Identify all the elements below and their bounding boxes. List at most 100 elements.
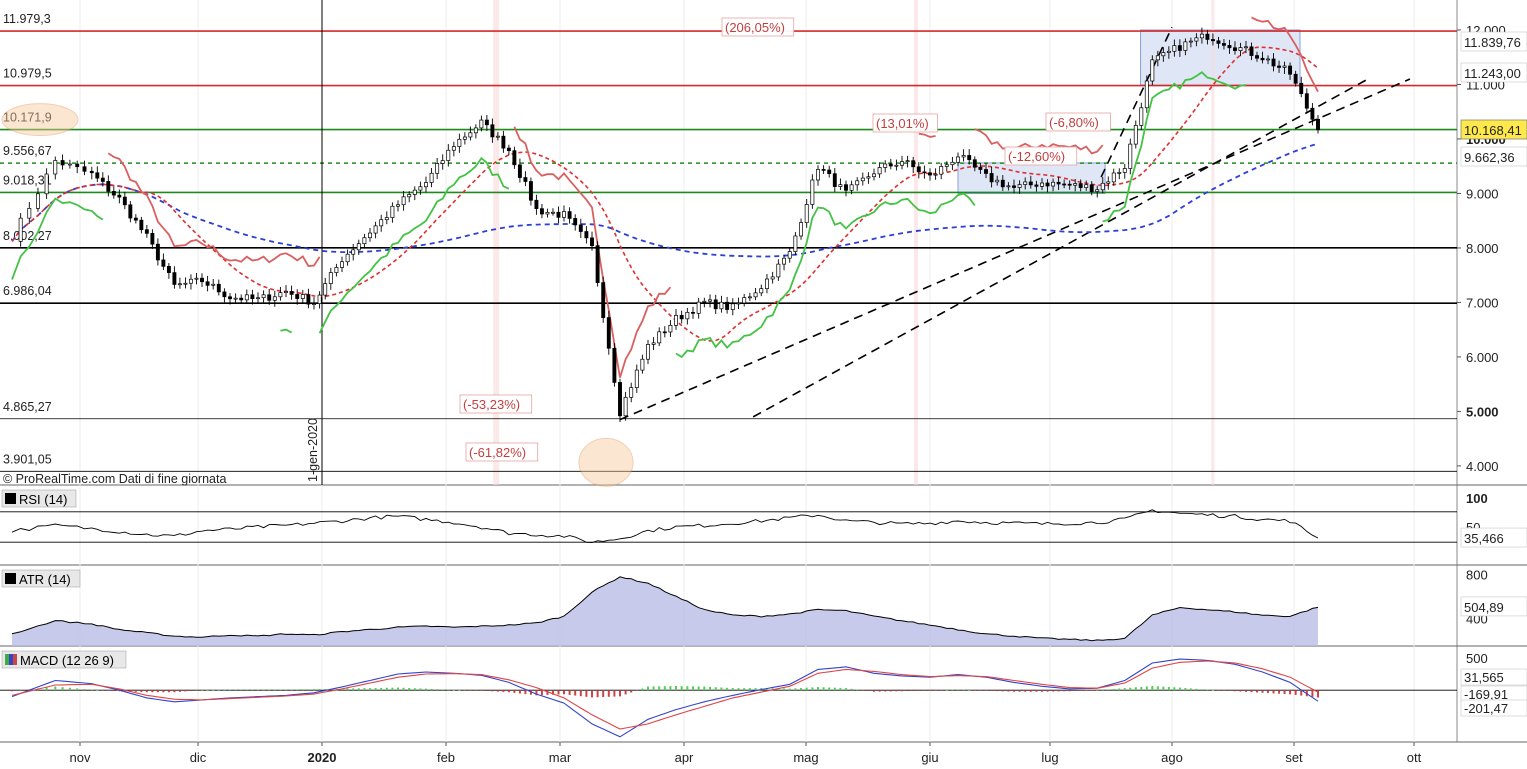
candle-body [446, 149, 451, 161]
rsi-tick-label: 100 [1466, 491, 1488, 506]
candle-body [618, 382, 622, 417]
candle-body [855, 180, 860, 186]
x-tick-label: mag [793, 750, 818, 765]
macd-hist-bar [1090, 690, 1093, 691]
candle-body [1172, 45, 1177, 52]
candle-body [590, 237, 594, 247]
year-start-label: 1-gen-2020 [306, 418, 320, 482]
candle-body [584, 231, 589, 239]
atr-title: ATR (14) [19, 572, 71, 587]
candle-body [713, 299, 718, 310]
macd-hist-bar [369, 688, 371, 691]
candle-body [1006, 185, 1011, 188]
macd-hist-bar [856, 689, 859, 691]
candle-body [289, 291, 294, 295]
macd-value-label: -201,47 [1464, 701, 1508, 716]
macd-hist-bar [1068, 690, 1071, 692]
x-tick-label: giu [921, 750, 938, 765]
macd-value-label: -169,91 [1464, 687, 1508, 702]
candle-body [495, 135, 500, 138]
candle-body [200, 277, 204, 283]
candle-body [612, 347, 617, 383]
candle-body [256, 297, 260, 300]
macd-hist-bar [363, 688, 366, 691]
candle-body [573, 218, 578, 226]
macd-hist-bar [889, 690, 892, 692]
macd-hist-bar [783, 688, 786, 691]
candle-body [451, 146, 456, 151]
macd-hist-bar [189, 690, 192, 691]
macd-hist-bar [1041, 690, 1043, 692]
supertrend-green-line [11, 71, 1247, 359]
macd-hist-bar [1173, 687, 1176, 691]
macd-hist-bar [663, 686, 666, 691]
y-tick-label: 7.000 [1466, 295, 1499, 310]
candle-body [473, 127, 478, 134]
macd-hist-bar [765, 688, 768, 691]
macd-hist-bar [912, 690, 915, 691]
last-price-badge [1460, 119, 1527, 140]
x-tick-label: set [1285, 750, 1303, 765]
macd-hist-bar [1162, 686, 1165, 691]
macd-hist-bar [945, 689, 948, 691]
macd-hist-bar [641, 688, 644, 691]
candle-body [177, 283, 182, 286]
candle-body [787, 251, 792, 259]
macd-hist-bar [1222, 690, 1225, 691]
level-label: 8.002,27 [3, 229, 52, 243]
macd-hist-bar [867, 690, 870, 691]
macd-hist-bar [173, 690, 176, 693]
macd-hist-bar [463, 690, 466, 691]
candle-body [556, 211, 561, 218]
macd-hist-bar [385, 687, 388, 691]
macd-hist-bar [1256, 690, 1259, 693]
candle-body [1227, 45, 1232, 49]
macd-hist-bar [1239, 690, 1242, 692]
macd-hist-bar [397, 687, 399, 691]
macd-hist-bar [996, 690, 999, 692]
macd-hist-bar [811, 687, 814, 691]
candle-body [1155, 55, 1160, 61]
trendline-steep [1100, 26, 1173, 178]
candle-body [928, 172, 932, 176]
candle-body [89, 170, 94, 174]
macd-hist-bar [436, 689, 439, 691]
macd-hist-bar [1001, 690, 1004, 692]
pct-annotation-box [1004, 146, 1078, 166]
candle-body [1084, 184, 1089, 188]
macd-hist-bar [720, 687, 723, 691]
candle-body [312, 303, 316, 305]
macd-hist-bar [156, 690, 159, 693]
candle-body [1271, 58, 1276, 67]
candle-body [753, 292, 758, 298]
macd-hist-bar [1200, 689, 1203, 691]
macd-hist-bar [496, 690, 499, 692]
macd-hist-bar [624, 690, 627, 695]
candle-body [719, 301, 724, 310]
macd-hist-bar [1024, 690, 1027, 692]
candle-body [860, 177, 865, 182]
candle-body [1073, 183, 1078, 186]
x-tick-label: ott [1407, 750, 1422, 765]
macd-hist-bar [585, 690, 588, 697]
macd-hist-bar [697, 686, 700, 691]
macd-hist-bar [178, 690, 181, 692]
candle-body [1067, 183, 1072, 186]
macd-hist-bar [262, 689, 265, 691]
candle-body [111, 190, 116, 196]
candle-body [334, 267, 339, 273]
macd-hist-bar [458, 690, 461, 691]
candle-body [595, 245, 600, 283]
macd-hist-bar [1101, 689, 1104, 691]
candle-body [810, 179, 815, 205]
macd-hist-bar [245, 689, 248, 691]
candle-body [1040, 182, 1044, 187]
macd-line [11, 658, 1319, 738]
candle-body [922, 171, 927, 174]
macd-hist-bar [491, 690, 494, 692]
candle-body [501, 135, 506, 149]
candle-body [300, 294, 305, 299]
macd-hist-bar [1294, 690, 1297, 695]
candle-body [429, 172, 434, 183]
candle-body [133, 217, 138, 221]
